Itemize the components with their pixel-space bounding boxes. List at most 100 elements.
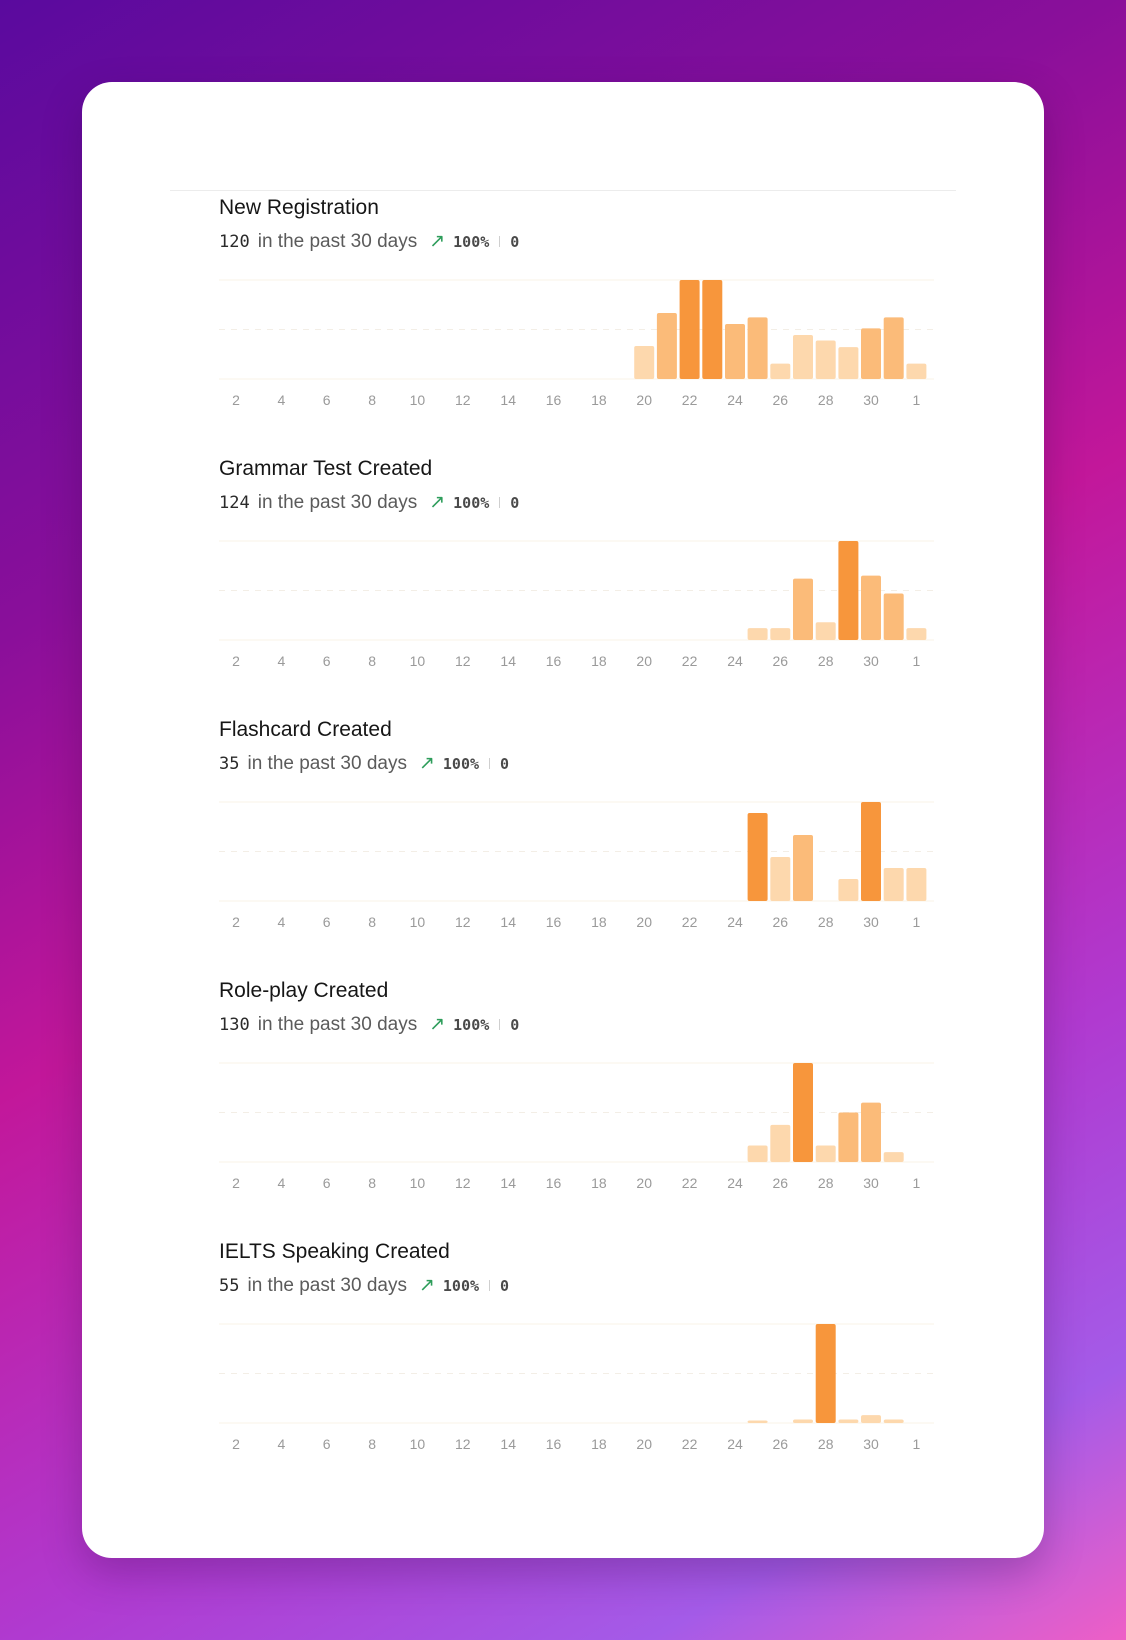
x-tick-label: 28: [818, 1175, 834, 1191]
bar-day-30: [861, 328, 881, 379]
x-tick-label: 28: [818, 914, 834, 930]
bar-day-29: [838, 541, 859, 640]
arrow-up-right-icon: ↗: [429, 1014, 446, 1035]
x-tick-label: 6: [323, 392, 331, 408]
x-tick-label: 16: [546, 653, 562, 669]
stat-count: 55: [219, 1275, 240, 1296]
stats-card: [82, 82, 1044, 1558]
change-delta: 0: [500, 1276, 510, 1295]
stat-section-flashcard: Flashcard Created 35 in the past 30 days…: [219, 718, 934, 962]
bar-day-23: [702, 280, 723, 379]
change-delta: 0: [510, 1015, 520, 1034]
period-text: in the past 30 days: [257, 230, 418, 252]
x-tick-label: 24: [727, 1175, 743, 1191]
x-tick-label: 4: [278, 914, 286, 930]
change-percent: 100%: [453, 1015, 490, 1034]
x-tick-label: 22: [682, 1436, 698, 1452]
x-tick-label: 10: [410, 392, 426, 408]
bar-day-26: [770, 857, 791, 901]
stat-section-grammar-test: Grammar Test Created 124 in the past 30 …: [219, 457, 934, 701]
x-tick-label: 18: [591, 392, 607, 408]
x-tick-label: 20: [636, 914, 652, 930]
x-tick-label: 20: [636, 1175, 652, 1191]
x-tick-label: 2: [232, 1175, 240, 1191]
x-tick-label: 18: [591, 914, 607, 930]
x-tick-label: 18: [591, 1436, 607, 1452]
x-tick-label: 8: [368, 914, 376, 930]
bar-day-28: [815, 340, 836, 379]
x-tick-label: 2: [232, 1436, 240, 1452]
x-tick-label: 16: [546, 392, 562, 408]
x-tick-label: 6: [323, 1175, 331, 1191]
x-tick-label: 6: [323, 653, 331, 669]
x-tick-label: 14: [500, 1436, 516, 1452]
bar-day-25: [747, 813, 768, 901]
period-text: in the past 30 days: [247, 1274, 407, 1296]
bar-day-31: [883, 868, 904, 901]
bar-day-29: [838, 347, 859, 379]
bar-day-20: [634, 346, 655, 379]
x-tick-label: 30: [863, 914, 879, 930]
x-tick-label: 16: [546, 914, 562, 930]
stat-summary: 55 in the past 30 days ↗ 100% 0: [219, 1274, 509, 1297]
divider: [489, 758, 491, 769]
bar-day-29: [838, 1112, 859, 1162]
bar-chart-role-play: 2 4 6 8 10 12 14 16 18 20 22 24 26 28 30 1: [219, 1062, 934, 1191]
bar-day-21: [656, 313, 677, 379]
x-tick-label: 22: [682, 1175, 698, 1191]
divider: [489, 1280, 491, 1291]
stat-summary: 130 in the past 30 days ↗ 100% 0: [219, 1013, 519, 1036]
bar-day-30: [861, 802, 881, 901]
stat-count: 124: [219, 492, 250, 513]
bar-day-27: [793, 835, 813, 901]
change-percent: 100%: [442, 754, 480, 773]
x-tick-label: 26: [773, 653, 789, 669]
x-tick-label: 4: [278, 1175, 286, 1191]
section-title: Grammar Test Created: [219, 457, 433, 480]
x-tick-label: 12: [455, 914, 471, 930]
x-tick-label: 8: [368, 1436, 376, 1452]
section-title: Flashcard Created: [219, 718, 392, 741]
bar-day-1: [906, 628, 927, 640]
x-tick-label: 4: [278, 653, 286, 669]
stat-summary: 124 in the past 30 days ↗ 100% 0: [219, 491, 519, 514]
x-tick-label: 24: [727, 914, 743, 930]
x-tick-label: 14: [500, 914, 516, 930]
x-tick-label: 12: [455, 1436, 471, 1452]
x-tick-label: 28: [818, 653, 834, 669]
change-delta: 0: [510, 232, 520, 251]
x-tick-label: 22: [682, 392, 698, 408]
x-tick-label: 8: [368, 653, 376, 669]
bar-day-25: [747, 1145, 768, 1162]
x-tick-label: 2: [232, 653, 240, 669]
bar-day-1: [906, 868, 927, 901]
top-divider: [170, 190, 956, 191]
stat-summary: 35 in the past 30 days ↗ 100% 0: [219, 752, 509, 775]
x-tick-label: 1: [913, 1175, 921, 1191]
bar-day-28: [815, 622, 836, 640]
bar-day-28: [815, 1324, 836, 1423]
arrow-up-right-icon: ↗: [429, 231, 446, 252]
change-delta: 0: [510, 493, 520, 512]
bar-chart-flashcard: 2 4 6 8 10 12 14 16 18 20 22 24 26 28 30 1: [219, 801, 934, 930]
x-tick-label: 14: [500, 1175, 516, 1191]
arrow-up-right-icon: ↗: [418, 1275, 435, 1296]
x-tick-label: 20: [636, 392, 652, 408]
stat-count: 130: [219, 1014, 250, 1035]
bar-day-27: [793, 578, 813, 640]
x-tick-label: 30: [863, 653, 879, 669]
x-tick-label: 30: [863, 1175, 879, 1191]
section-title: New Registration: [219, 196, 379, 219]
change-delta: 0: [500, 754, 510, 773]
x-tick-label: 14: [500, 392, 516, 408]
x-tick-label: 10: [410, 1175, 426, 1191]
bar-day-30: [861, 1415, 881, 1423]
bar-day-31: [883, 593, 904, 640]
stat-count: 35: [219, 753, 240, 774]
x-tick-label: 24: [727, 1436, 743, 1452]
x-tick-label: 22: [682, 653, 698, 669]
bar-day-29: [838, 1419, 859, 1423]
x-tick-label: 26: [773, 392, 789, 408]
section-title: IELTS Speaking Created: [219, 1240, 450, 1263]
x-tick-label: 18: [591, 1175, 607, 1191]
